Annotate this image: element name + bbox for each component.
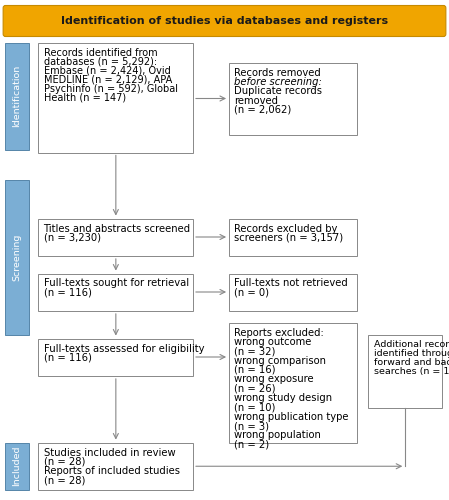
Text: Psychinfo (n = 592), Global: Psychinfo (n = 592), Global bbox=[44, 84, 177, 94]
Text: Health (n = 147): Health (n = 147) bbox=[44, 93, 126, 103]
Text: databases (n = 5,292):: databases (n = 5,292): bbox=[44, 56, 157, 66]
FancyBboxPatch shape bbox=[38, 442, 193, 490]
Text: (n = 3,230): (n = 3,230) bbox=[44, 233, 101, 243]
FancyBboxPatch shape bbox=[5, 442, 29, 490]
Text: (n = 28): (n = 28) bbox=[44, 457, 85, 467]
Text: Duplicate records: Duplicate records bbox=[234, 86, 322, 96]
FancyBboxPatch shape bbox=[5, 180, 29, 335]
Text: (n = 2): (n = 2) bbox=[234, 440, 269, 450]
FancyBboxPatch shape bbox=[38, 218, 193, 256]
FancyBboxPatch shape bbox=[5, 42, 29, 150]
Text: (n = 26): (n = 26) bbox=[234, 384, 276, 394]
Text: (n = 3): (n = 3) bbox=[234, 421, 269, 431]
Text: before screening:: before screening: bbox=[234, 77, 322, 87]
FancyBboxPatch shape bbox=[229, 62, 357, 135]
Text: Records excluded by: Records excluded by bbox=[234, 224, 338, 234]
Text: (n = 16): (n = 16) bbox=[234, 365, 276, 375]
FancyBboxPatch shape bbox=[38, 338, 193, 376]
Text: Full-texts sought for retrieval: Full-texts sought for retrieval bbox=[44, 278, 189, 288]
Text: (n = 32): (n = 32) bbox=[234, 346, 276, 356]
Text: wrong population: wrong population bbox=[234, 430, 321, 440]
Text: wrong publication type: wrong publication type bbox=[234, 412, 349, 422]
Text: (n = 2,062): (n = 2,062) bbox=[234, 105, 292, 115]
Text: wrong exposure: wrong exposure bbox=[234, 374, 314, 384]
Text: Records identified from: Records identified from bbox=[44, 48, 157, 58]
FancyBboxPatch shape bbox=[229, 322, 357, 442]
Text: Identification: Identification bbox=[13, 65, 22, 128]
FancyBboxPatch shape bbox=[368, 335, 442, 407]
FancyBboxPatch shape bbox=[38, 274, 193, 311]
Text: MEDLINE (n = 2,129), APA: MEDLINE (n = 2,129), APA bbox=[44, 75, 172, 85]
Text: Full-texts assessed for eligibility: Full-texts assessed for eligibility bbox=[44, 344, 204, 353]
Text: screeners (n = 3,157): screeners (n = 3,157) bbox=[234, 233, 343, 243]
Text: wrong study design: wrong study design bbox=[234, 393, 333, 403]
Text: Reports of included studies: Reports of included studies bbox=[44, 466, 180, 476]
Text: removed: removed bbox=[234, 96, 278, 106]
Text: Included: Included bbox=[13, 446, 22, 486]
Text: Additional records: Additional records bbox=[374, 340, 449, 349]
FancyBboxPatch shape bbox=[229, 274, 357, 311]
FancyBboxPatch shape bbox=[3, 6, 446, 36]
Text: forward and backward: forward and backward bbox=[374, 358, 449, 366]
Text: Identification of studies via databases and registers: Identification of studies via databases … bbox=[61, 16, 388, 26]
Text: Full-texts not retrieved: Full-texts not retrieved bbox=[234, 278, 348, 288]
Text: Records removed: Records removed bbox=[234, 68, 321, 78]
Text: Reports excluded:: Reports excluded: bbox=[234, 328, 324, 338]
Text: (n = 116): (n = 116) bbox=[44, 353, 92, 363]
Text: Embase (n = 2,424), Ovid: Embase (n = 2,424), Ovid bbox=[44, 66, 170, 76]
Text: wrong comparison: wrong comparison bbox=[234, 356, 326, 366]
Text: (n = 116): (n = 116) bbox=[44, 288, 92, 298]
Text: Titles and abstracts screened: Titles and abstracts screened bbox=[44, 224, 191, 234]
Text: wrong outcome: wrong outcome bbox=[234, 337, 312, 347]
FancyBboxPatch shape bbox=[229, 218, 357, 256]
Text: (n = 10): (n = 10) bbox=[234, 402, 276, 412]
Text: searches (n = 1): searches (n = 1) bbox=[374, 366, 449, 376]
Text: Screening: Screening bbox=[13, 234, 22, 281]
Text: identified through: identified through bbox=[374, 349, 449, 358]
Text: (n = 0): (n = 0) bbox=[234, 288, 269, 298]
Text: (n = 28): (n = 28) bbox=[44, 476, 85, 486]
FancyBboxPatch shape bbox=[38, 42, 193, 152]
Text: Studies included in review: Studies included in review bbox=[44, 448, 175, 458]
